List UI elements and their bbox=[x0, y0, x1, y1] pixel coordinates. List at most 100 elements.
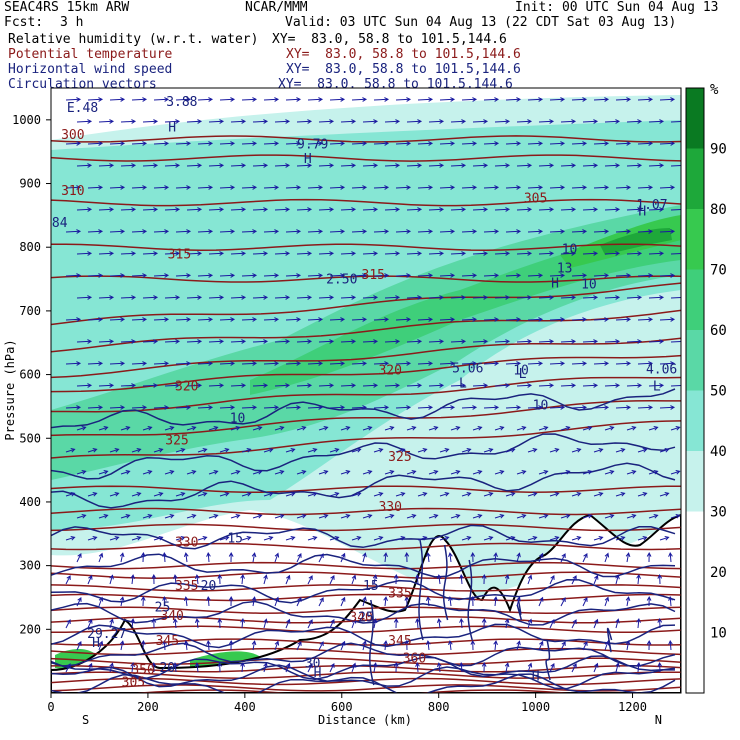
theta-contour bbox=[51, 606, 681, 614]
circulation-vector bbox=[131, 273, 148, 278]
theta-contour bbox=[51, 542, 681, 551]
circulation-vector bbox=[472, 295, 489, 300]
circulation-vector bbox=[450, 339, 467, 344]
circulation-vector bbox=[65, 405, 82, 410]
circulation-vector bbox=[582, 470, 593, 475]
circulation-vector bbox=[461, 317, 478, 322]
circulation-vector bbox=[219, 361, 236, 366]
circulation-vector bbox=[417, 185, 434, 190]
circulation-vector bbox=[197, 273, 214, 278]
circulation-vector bbox=[142, 207, 159, 212]
circulation-vector bbox=[307, 273, 324, 278]
circulation-vector bbox=[362, 426, 373, 431]
circulation-vector bbox=[175, 405, 192, 410]
circulation-vector bbox=[65, 448, 76, 453]
circulation-vector bbox=[142, 514, 153, 519]
circulation-vector bbox=[130, 618, 136, 629]
circulation-vector bbox=[228, 595, 234, 607]
circulation-vector bbox=[219, 317, 236, 322]
circulation-vector bbox=[549, 618, 555, 629]
circulation-vector bbox=[164, 514, 175, 519]
circulation-vector bbox=[593, 492, 604, 497]
circulation-vector bbox=[472, 426, 483, 431]
colorbar-swatch bbox=[686, 632, 704, 693]
circulation-vector bbox=[646, 639, 652, 651]
circulation-vector bbox=[428, 339, 445, 344]
circulation-vector bbox=[593, 141, 610, 146]
circulation-vector bbox=[87, 229, 104, 234]
theta-contour-label: 340 bbox=[160, 609, 183, 624]
circulation-vector bbox=[626, 514, 637, 519]
circulation-vector bbox=[459, 617, 464, 629]
circulation-vector bbox=[362, 119, 379, 124]
circulation-vector bbox=[428, 163, 445, 168]
wind-contour-label: 10 bbox=[581, 278, 597, 293]
circulation-vector bbox=[549, 662, 555, 673]
circulation-vector bbox=[527, 536, 538, 541]
circulation-vector bbox=[615, 185, 632, 190]
circulation-vector bbox=[404, 639, 410, 651]
circulation-vector bbox=[285, 662, 291, 673]
circulation-vector bbox=[98, 514, 109, 519]
circulation-vector bbox=[208, 514, 219, 519]
circulation-vector bbox=[340, 339, 357, 344]
circulation-vector bbox=[504, 574, 510, 585]
circulation-vector bbox=[538, 295, 555, 300]
circulation-vector bbox=[186, 295, 203, 300]
circulation-vector bbox=[415, 617, 420, 629]
circulation-vector bbox=[461, 405, 478, 410]
center-label: NCAR/MMM bbox=[245, 0, 308, 15]
wind-contour-label: 10 bbox=[230, 411, 246, 426]
circulation-vector bbox=[425, 552, 431, 563]
circulation-vector bbox=[120, 295, 137, 300]
circulation-vector bbox=[538, 339, 555, 344]
circulation-vector bbox=[307, 97, 324, 102]
circulation-vector bbox=[186, 251, 203, 256]
circulation-vector bbox=[296, 295, 313, 300]
circulation-vector bbox=[538, 207, 555, 212]
circulation-vector bbox=[384, 295, 401, 300]
circulation-vector bbox=[362, 552, 367, 563]
circulation-vector bbox=[505, 361, 522, 366]
circulation-vector bbox=[436, 618, 442, 629]
colorbar-swatch bbox=[686, 390, 704, 451]
circulation-vector bbox=[186, 470, 197, 475]
circulation-vector bbox=[252, 470, 263, 475]
circulation-vector bbox=[296, 514, 307, 519]
circulation-vector bbox=[626, 251, 643, 256]
circulation-vector bbox=[119, 640, 125, 651]
circulation-vector bbox=[194, 574, 200, 585]
circulation-vector bbox=[571, 185, 588, 190]
circulation-vector bbox=[516, 552, 521, 563]
circulation-vector bbox=[668, 639, 673, 651]
circulation-vector bbox=[494, 251, 511, 256]
circulation-vector bbox=[560, 470, 571, 475]
circulation-vector bbox=[307, 619, 313, 629]
circulation-vector bbox=[373, 185, 390, 190]
circulation-vector bbox=[318, 251, 335, 256]
theta-contour-layer bbox=[51, 135, 681, 693]
circulation-vector bbox=[240, 617, 245, 629]
circulation-vector bbox=[142, 339, 159, 344]
circulation-vector bbox=[571, 663, 577, 673]
circulation-vector bbox=[162, 595, 167, 607]
circulation-vector bbox=[593, 405, 610, 410]
circulation-vector bbox=[450, 470, 461, 475]
theta-contour-label: 305 bbox=[122, 676, 145, 691]
circulation-vector bbox=[318, 597, 324, 607]
circulation-vector bbox=[219, 405, 236, 410]
circulation-vector bbox=[362, 596, 367, 607]
circulation-vector bbox=[173, 662, 178, 673]
circulation-vector bbox=[318, 383, 335, 388]
circulation-vector bbox=[527, 574, 533, 585]
wind-contour-label: 2.50 bbox=[326, 273, 357, 288]
circulation-vector bbox=[241, 448, 252, 453]
circulation-vector bbox=[285, 618, 291, 629]
circulation-vector bbox=[351, 492, 362, 497]
circulation-vector bbox=[240, 661, 245, 673]
wind-contour-label: 9.79 bbox=[297, 138, 328, 153]
circulation-vector bbox=[571, 536, 582, 541]
circulation-vector bbox=[153, 492, 164, 497]
circulation-vector bbox=[615, 273, 632, 278]
circulation-vector bbox=[340, 251, 357, 256]
